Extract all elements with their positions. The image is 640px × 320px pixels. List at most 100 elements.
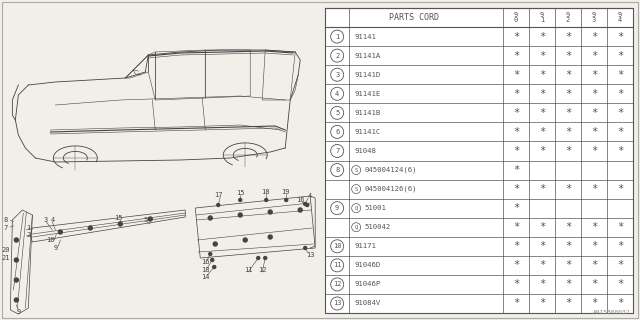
Circle shape — [14, 238, 19, 242]
Text: *: * — [513, 127, 519, 137]
Text: 91141D: 91141D — [354, 72, 380, 78]
Text: 91084V: 91084V — [354, 300, 380, 307]
Text: *: * — [565, 32, 571, 42]
Text: *: * — [513, 260, 519, 270]
Text: PARTS CORD: PARTS CORD — [389, 13, 439, 22]
Text: 11: 11 — [244, 267, 252, 273]
Circle shape — [268, 235, 272, 239]
Circle shape — [268, 210, 272, 214]
Text: *: * — [591, 127, 597, 137]
Circle shape — [14, 278, 19, 282]
Text: *: * — [591, 146, 597, 156]
Text: 20: 20 — [1, 247, 10, 253]
Text: 3: 3 — [335, 72, 339, 78]
Text: *: * — [513, 51, 519, 61]
Text: *: * — [539, 127, 545, 137]
Text: *: * — [565, 51, 571, 61]
Text: *: * — [617, 299, 623, 308]
Text: 91141E: 91141E — [354, 91, 380, 97]
Text: *: * — [539, 279, 545, 289]
Text: A915B00032: A915B00032 — [593, 310, 630, 315]
Text: 12: 12 — [258, 267, 266, 273]
Text: 7: 7 — [335, 148, 339, 154]
Text: 5: 5 — [143, 217, 147, 223]
Text: 4: 4 — [335, 91, 339, 97]
Text: *: * — [539, 32, 545, 42]
Text: *: * — [513, 241, 519, 251]
Text: *: * — [617, 146, 623, 156]
Text: *: * — [513, 184, 519, 194]
Text: *: * — [617, 70, 623, 80]
Text: *: * — [617, 89, 623, 99]
Text: *: * — [617, 241, 623, 251]
Text: 9
3: 9 3 — [592, 12, 596, 23]
Text: *: * — [539, 241, 545, 251]
Text: 9
4: 9 4 — [618, 12, 622, 23]
Text: *: * — [513, 165, 519, 175]
Text: *: * — [539, 299, 545, 308]
Text: 8: 8 — [335, 167, 339, 173]
Circle shape — [257, 257, 260, 260]
Text: *: * — [513, 222, 519, 232]
Circle shape — [217, 204, 220, 206]
Circle shape — [58, 230, 62, 234]
Text: 5: 5 — [335, 110, 339, 116]
Circle shape — [238, 213, 242, 217]
Circle shape — [285, 198, 288, 202]
Circle shape — [212, 266, 216, 268]
Text: *: * — [513, 32, 519, 42]
Text: 9
2: 9 2 — [566, 12, 570, 23]
Text: 91141C: 91141C — [354, 129, 380, 135]
Text: *: * — [565, 299, 571, 308]
Text: Q: Q — [355, 225, 358, 230]
Text: 9: 9 — [53, 245, 58, 251]
Text: *: * — [591, 279, 597, 289]
Text: 91141: 91141 — [354, 34, 376, 40]
Text: *: * — [591, 108, 597, 118]
Text: 4: 4 — [308, 193, 312, 199]
Text: *: * — [513, 89, 519, 99]
Text: *: * — [617, 184, 623, 194]
Text: 15: 15 — [114, 215, 122, 221]
Text: 3: 3 — [44, 217, 47, 223]
Text: *: * — [513, 203, 519, 213]
Text: S: S — [355, 168, 358, 172]
Text: *: * — [565, 146, 571, 156]
Text: 9: 9 — [16, 309, 20, 315]
Text: *: * — [539, 260, 545, 270]
Text: 9
0: 9 0 — [514, 12, 518, 23]
Text: 1: 1 — [335, 34, 339, 40]
Text: *: * — [565, 241, 571, 251]
Text: 7: 7 — [3, 225, 8, 231]
Text: *: * — [617, 51, 623, 61]
Text: 8: 8 — [3, 217, 8, 223]
Text: *: * — [513, 108, 519, 118]
Text: 19: 19 — [281, 189, 289, 195]
Text: 51001: 51001 — [364, 205, 386, 211]
Text: 17: 17 — [214, 192, 223, 198]
Text: *: * — [539, 70, 545, 80]
Text: *: * — [591, 222, 597, 232]
Text: 14: 14 — [201, 274, 209, 280]
Text: *: * — [539, 184, 545, 194]
Circle shape — [264, 257, 267, 260]
Text: 18: 18 — [201, 267, 209, 273]
Circle shape — [213, 242, 217, 246]
Text: 2: 2 — [26, 232, 31, 238]
Text: 10: 10 — [46, 237, 54, 243]
Text: *: * — [539, 222, 545, 232]
Text: *: * — [513, 70, 519, 80]
Circle shape — [239, 198, 242, 202]
Text: *: * — [591, 260, 597, 270]
Text: 4: 4 — [50, 217, 54, 223]
Circle shape — [148, 217, 152, 221]
Text: 13: 13 — [306, 252, 314, 258]
Text: *: * — [539, 89, 545, 99]
Text: 15: 15 — [236, 190, 244, 196]
Text: *: * — [591, 184, 597, 194]
Text: Q: Q — [355, 206, 358, 211]
Circle shape — [211, 259, 214, 261]
Text: *: * — [591, 70, 597, 80]
Text: *: * — [617, 260, 623, 270]
Text: 91171: 91171 — [354, 243, 376, 249]
